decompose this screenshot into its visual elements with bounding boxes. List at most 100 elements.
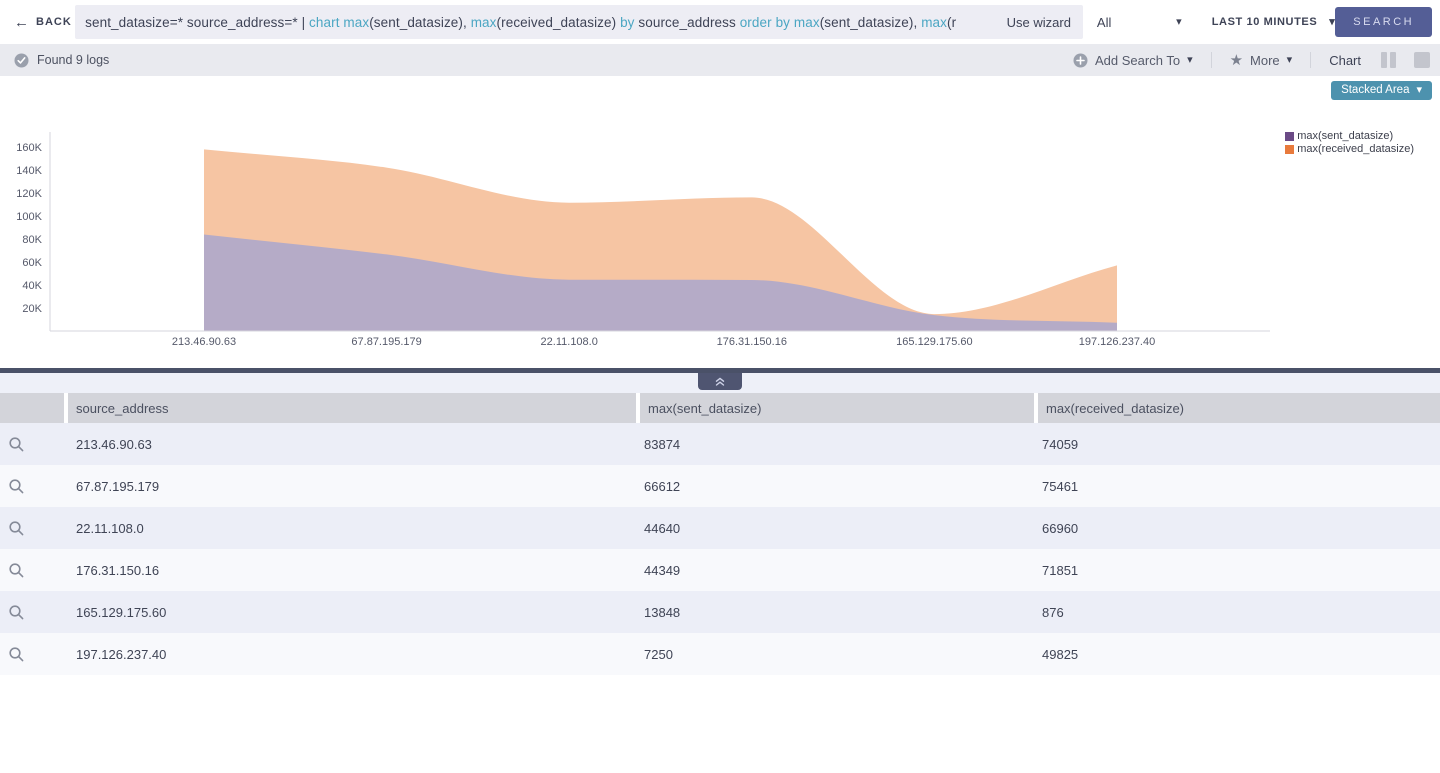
column-header-max-sent[interactable]: max(sent_datasize) [640, 393, 1034, 423]
query-segment: by [620, 14, 639, 30]
y-tick-label: 160K [16, 142, 42, 154]
magnifier-icon [9, 562, 24, 577]
source-group-value: All [1096, 14, 1112, 30]
magnifier-icon [9, 436, 24, 451]
cell-max-sent-datasize: 83874 [644, 436, 681, 452]
legend-item: max(received_datasize) [1285, 143, 1414, 155]
inspect-row-button[interactable] [0, 478, 64, 495]
cell-max-received-datasize: 49825 [1042, 646, 1079, 662]
query-segment: (sent_datasize), [819, 14, 922, 30]
grid-view-toggle-icon[interactable] [1414, 52, 1430, 68]
results-table-header: source_address max(sent_datasize) max(re… [0, 393, 1440, 423]
x-axis-category-label: 176.31.150.16 [717, 336, 787, 348]
chart-view-toggle-icon[interactable] [1381, 52, 1396, 68]
chart-type-dropdown[interactable]: Stacked Area ▾ [1331, 81, 1432, 100]
cell-max-received-datasize: 66960 [1042, 520, 1079, 536]
inspect-column-header [0, 393, 64, 423]
source-group-dropdown[interactable]: All ▾ [1097, 15, 1182, 30]
cell-max-received-datasize: 71851 [1042, 562, 1079, 578]
use-wizard-link[interactable]: Use wizard [1006, 14, 1071, 30]
y-tick-label: 80K [22, 234, 42, 246]
cell-max-received-datasize: 74059 [1042, 436, 1079, 452]
back-arrow-icon: ← [14, 13, 29, 31]
query-segment: sent_datasize=* source_address=* | [85, 14, 310, 30]
table-row: 22.11.108.0 44640 66960 [0, 507, 1440, 549]
cell-max-sent-datasize: 7250 [644, 646, 673, 662]
chart-panel: 20K 40K 60K 80K 100K 120K 140K 160K 213.46.90.6… [0, 76, 1440, 368]
query-segment: max [921, 14, 947, 30]
cell-source-address: 197.126.237.40 [76, 646, 167, 662]
chevron-down-icon: ▾ [1176, 15, 1182, 28]
toolbar-divider [1310, 52, 1312, 68]
inspect-row-button[interactable] [0, 604, 64, 621]
search-query: sent_datasize=* source_address=* | chart… [85, 15, 956, 30]
cell-source-address: 22.11.108.0 [76, 520, 144, 536]
magnifier-icon [9, 478, 24, 493]
stacked-area-chart: 20K 40K 60K 80K 100K 120K 140K 160K 213.46.90.6… [16, 132, 1270, 348]
column-header-max-received[interactable]: max(received_datasize) [1038, 393, 1440, 423]
chart-view-label: Chart [1329, 52, 1361, 68]
cell-source-address: 213.46.90.63 [76, 436, 152, 452]
magnifier-icon [9, 520, 24, 535]
y-tick-label: 20K [22, 303, 42, 315]
chevrons-up-icon [715, 377, 725, 386]
toolbar-divider [1210, 52, 1212, 68]
chart-type-value: Stacked Area [1341, 84, 1410, 96]
query-segment: (received_datasize) [496, 14, 621, 30]
query-segment: max [470, 14, 497, 30]
cell-max-sent-datasize: 44349 [644, 562, 681, 578]
query-segment: chart max [309, 14, 370, 30]
y-axis-ticks: 20K 40K 60K 80K 100K 120K 140K 160K [16, 142, 42, 315]
cell-max-sent-datasize: 13848 [644, 604, 681, 620]
table-row: 176.31.150.16 44349 71851 [0, 549, 1440, 591]
back-button[interactable]: ← BACK [0, 15, 75, 30]
cell-max-received-datasize: 75461 [1042, 478, 1079, 494]
query-segment: (r [947, 14, 957, 30]
add-search-to-dropdown[interactable]: Add Search To ▾ [1073, 53, 1193, 68]
inspect-row-button[interactable] [0, 436, 64, 453]
column-header-source-address[interactable]: source_address [68, 393, 636, 423]
time-range-dropdown[interactable]: LAST 10 MINUTES ▾ [1212, 16, 1336, 28]
add-search-to-label: Add Search To [1095, 52, 1181, 68]
chevron-down-icon: ▾ [1187, 53, 1193, 66]
cell-max-received-datasize: 876 [1042, 604, 1064, 620]
cell-source-address: 67.87.195.179 [76, 478, 160, 494]
x-axis-category-label: 67.87.195.179 [351, 336, 421, 348]
results-toolbar: Found 9 logs Add Search To ▾ ★ More ▾ Ch… [0, 44, 1440, 76]
inspect-row-button[interactable] [0, 562, 64, 579]
y-tick-label: 140K [16, 165, 42, 177]
x-axis-category-label: 213.46.90.63 [172, 336, 236, 348]
magnifier-icon [9, 646, 24, 661]
x-axis-category-label: 22.11.108.0 [541, 336, 598, 348]
area-sent-datasize [204, 234, 1117, 331]
x-axis-labels: 213.46.90.63 67.87.195.179 22.11.108.0 176.… [172, 336, 1155, 348]
y-tick-label: 120K [16, 188, 42, 200]
legend-swatch-icon [1285, 131, 1295, 141]
check-circle-icon [14, 53, 29, 67]
chevron-down-icon: ▾ [1329, 15, 1336, 28]
chevron-down-icon: ▾ [1286, 53, 1293, 66]
back-label: BACK [36, 16, 72, 28]
legend-item: max(sent_datasize) [1285, 130, 1414, 142]
legend-swatch-icon [1285, 144, 1295, 154]
inspect-row-button[interactable] [0, 520, 64, 537]
more-dropdown[interactable]: ★ More ▾ [1230, 53, 1293, 68]
cell-source-address: 165.129.175.60 [76, 604, 167, 620]
y-tick-label: 40K [22, 280, 42, 292]
plus-circle-icon [1073, 53, 1088, 67]
search-button[interactable]: SEARCH [1335, 7, 1433, 37]
table-row: 165.129.175.60 13848 876 [0, 591, 1440, 633]
collapse-chart-handle[interactable] [698, 373, 742, 390]
magnifier-icon [9, 604, 24, 619]
time-range-value: LAST 10 MINUTES [1211, 16, 1318, 28]
panel-splitter[interactable] [0, 368, 1440, 390]
cell-source-address: 176.31.150.16 [76, 562, 160, 578]
chevron-down-icon: ▾ [1416, 83, 1422, 96]
legend-label: max(sent_datasize) [1297, 130, 1394, 142]
inspect-row-button[interactable] [0, 646, 64, 663]
y-tick-label: 100K [16, 211, 42, 223]
x-axis-category-label: 197.126.237.40 [1079, 336, 1155, 348]
chart-legend: max(sent_datasize) max(received_datasize) [1285, 130, 1414, 156]
legend-label: max(received_datasize) [1297, 143, 1414, 155]
search-query-input[interactable]: sent_datasize=* source_address=* | chart… [75, 5, 1083, 39]
